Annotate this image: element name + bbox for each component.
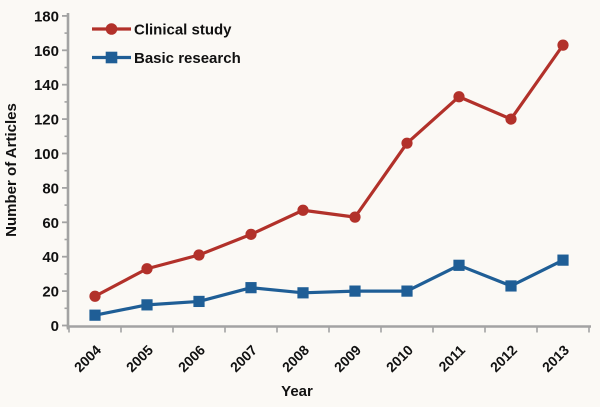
series-marker-clinical-study [557, 39, 569, 51]
y-tick-label: 140 [34, 77, 59, 94]
y-tick-label: 80 [42, 180, 59, 197]
series-marker-basic-research [297, 287, 309, 299]
legend-circle-marker-icon [105, 23, 118, 35]
series-marker-clinical-study [349, 211, 361, 223]
series-marker-basic-research [557, 254, 569, 266]
y-tick-label: 60 [42, 215, 59, 232]
series-marker-basic-research [349, 285, 361, 297]
series-marker-clinical-study [505, 113, 517, 125]
y-tick-label: 160 [34, 43, 59, 60]
series-marker-basic-research [193, 295, 205, 308]
series-line-clinical-study [93, 43, 565, 298]
y-tick-label: 40 [42, 249, 59, 266]
series-marker-basic-research [141, 299, 153, 311]
y-tick-label: 100 [34, 146, 59, 163]
y-axis-title: Number of Articles [3, 103, 20, 237]
series-line-basic-research [93, 258, 565, 317]
y-tick-label: 20 [42, 284, 59, 301]
series-marker-clinical-study [453, 91, 465, 103]
legend-square-marker-icon [105, 51, 118, 64]
legend-label-clinical-study: Clinical study [134, 22, 232, 39]
series-marker-basic-research [453, 259, 465, 271]
series-marker-clinical-study [245, 228, 257, 240]
series-marker-basic-research [505, 280, 517, 292]
series-marker-clinical-study [89, 290, 101, 302]
series-marker-basic-research [401, 285, 413, 297]
series-marker-clinical-study [193, 249, 205, 261]
series-marker-basic-research [245, 282, 257, 294]
series-marker-clinical-study [297, 204, 309, 216]
series-marker-clinical-study [141, 263, 153, 275]
series-marker-basic-research [89, 309, 101, 321]
y-tick-label: 180 [34, 8, 59, 25]
y-tick-label: 0 [51, 318, 59, 335]
legend-label-basic-research: Basic research [134, 50, 241, 67]
y-tick-label: 120 [34, 112, 59, 129]
x-axis-title: Year [281, 383, 313, 400]
series-marker-clinical-study [401, 137, 413, 149]
